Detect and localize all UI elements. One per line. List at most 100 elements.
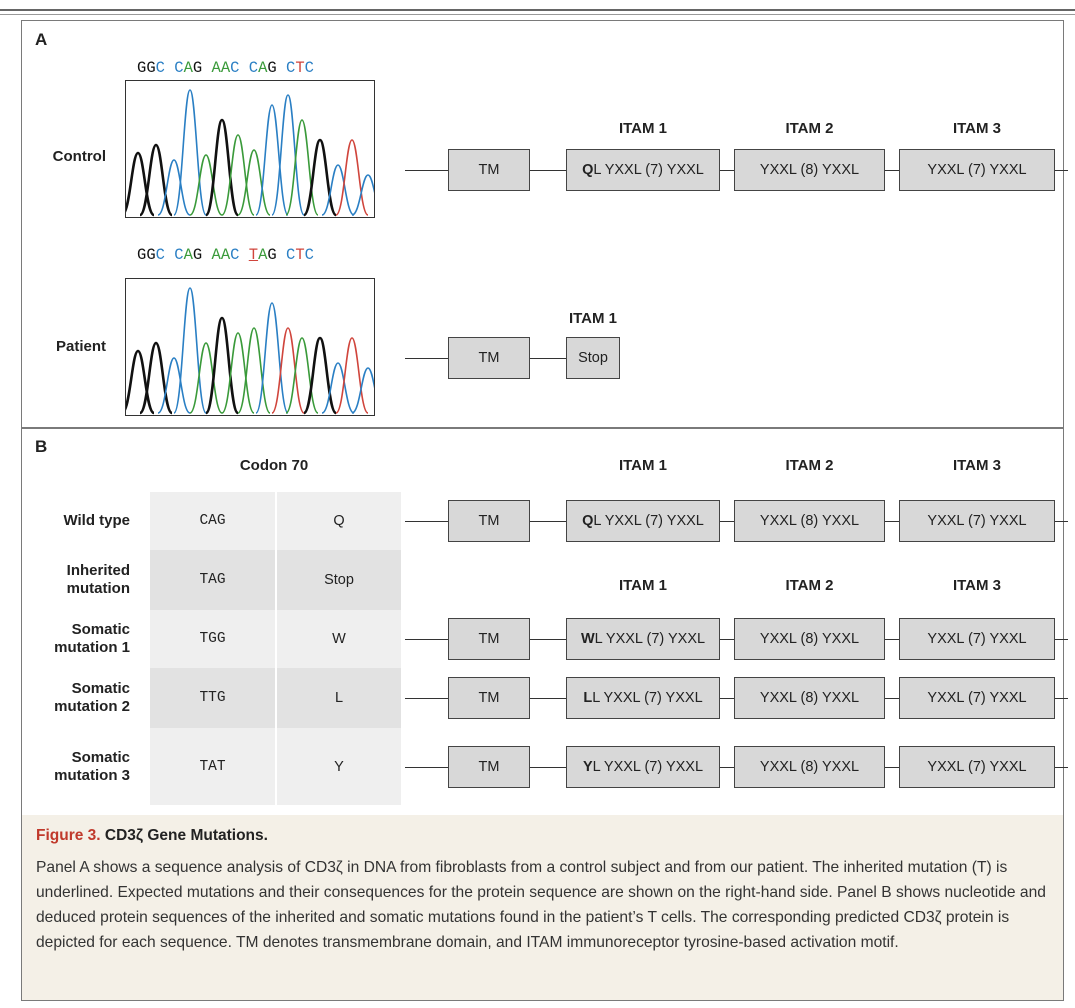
nucleotide: G [137, 246, 146, 264]
mutated-residue: Q [582, 162, 593, 178]
amino-acid: L [277, 668, 401, 728]
trace-peak [174, 90, 206, 215]
motif-text: YXXL (8) YXXL [760, 631, 859, 647]
nucleotide: G [193, 59, 202, 77]
nucleotide: G [267, 59, 276, 77]
nucleotide: C [286, 59, 295, 77]
connector [530, 170, 566, 171]
itam-heading: ITAM 1 [619, 577, 667, 594]
connector [720, 170, 734, 171]
nucleotide: T [295, 246, 304, 264]
connector [1055, 521, 1068, 522]
connector [885, 639, 899, 640]
tm-domain: TM [448, 618, 530, 660]
mutated-residue: L [583, 690, 592, 706]
itam-domain: YXXL (7) YXXL [899, 746, 1055, 788]
connector [530, 521, 566, 522]
codon: CAG [150, 492, 275, 550]
nucleotide: C [174, 59, 183, 77]
connector [1055, 170, 1068, 171]
trace-peak [304, 140, 336, 215]
connector [530, 767, 566, 768]
row-label: Wild type [30, 512, 130, 530]
row-label: Control [20, 148, 106, 166]
connector [720, 639, 734, 640]
panel-label: B [35, 437, 47, 457]
nucleotide: C [230, 246, 239, 264]
motif-text: YXXL (8) YXXL [760, 513, 859, 529]
connector [885, 170, 899, 171]
codon: CAG [174, 59, 202, 77]
itam-domain: QL YXXL (7) YXXL [566, 149, 720, 191]
top-rule [0, 9, 1075, 11]
trace-peak [174, 288, 206, 413]
sequence: GGC CAG AAC CAG CTC [137, 59, 314, 77]
connector [1055, 639, 1068, 640]
motif-text: YXXL (7) YXXL [927, 759, 1026, 775]
motif-text: YXXL (8) YXXL [760, 759, 859, 775]
nucleotide: C [305, 59, 314, 77]
mutated-residue: Y [583, 759, 593, 775]
trace-peak [238, 328, 270, 413]
itam-domain: YXXL (8) YXXL [734, 149, 885, 191]
itam-heading: ITAM 2 [785, 120, 833, 137]
codon: CTC [286, 59, 314, 77]
sequence: GGC CAG AAC TAG CTC [137, 246, 314, 264]
motif-text: L YXXL (7) YXXL [593, 162, 703, 178]
nucleotide: A [221, 59, 230, 77]
top-rule [0, 14, 1075, 15]
nucleotide: C [249, 59, 258, 77]
trace-peak [352, 175, 375, 215]
tm-domain: TM [448, 746, 530, 788]
itam-domain: YXXL (8) YXXL [734, 500, 885, 542]
codon: TAG [150, 550, 275, 610]
connector [405, 767, 448, 768]
tm-domain: TM [448, 500, 530, 542]
connector [885, 767, 899, 768]
nucleotide: C [230, 59, 239, 77]
nucleotide: T [295, 59, 304, 77]
codon: CTC [286, 246, 314, 264]
itam-heading: ITAM 2 [785, 457, 833, 474]
caption-text: Panel A shows a sequence analysis of CD3… [36, 855, 1056, 955]
figure-title: CD3ζ Gene Mutations. [105, 827, 268, 844]
itam-domain: YXXL (7) YXXL [899, 677, 1055, 719]
codon: TGG [150, 610, 275, 668]
connector [530, 639, 566, 640]
itam-domain: Stop [566, 337, 620, 379]
connector [405, 521, 448, 522]
motif-text: YXXL (8) YXXL [760, 162, 859, 178]
nucleotide: A [258, 246, 267, 264]
trace-peak [336, 140, 368, 215]
codon: TTG [150, 668, 275, 728]
amino-acid: Stop [277, 550, 401, 610]
nucleotide: C [156, 59, 165, 77]
mutated-residue: Q [582, 513, 593, 529]
caption-heading: Figure 3. CD3ζ Gene Mutations. [36, 827, 268, 845]
motif-text: YXXL (7) YXXL [927, 513, 1026, 529]
itam-heading: ITAM 2 [785, 577, 833, 594]
chromatogram [125, 80, 375, 218]
row-label: Somatic mutation 2 [30, 680, 130, 716]
tm-domain: TM [448, 677, 530, 719]
nucleotide: G [267, 246, 276, 264]
motif-text: L YXXL (7) YXXL [595, 631, 705, 647]
nucleotide: A [184, 59, 193, 77]
connector [405, 698, 448, 699]
itam-heading: ITAM 3 [953, 457, 1001, 474]
connector [720, 698, 734, 699]
trace-peak [190, 155, 222, 215]
trace-peak [272, 95, 304, 215]
mutated-residue: W [581, 631, 595, 647]
trace-peak [272, 328, 304, 413]
row-label: Patient [20, 338, 106, 356]
itam-domain: YXXL (8) YXXL [734, 677, 885, 719]
motif-text: YXXL (7) YXXL [927, 631, 1026, 647]
row-label: Inherited mutation [30, 562, 130, 598]
motif-text: Stop [578, 350, 608, 366]
nucleotide: A [212, 59, 221, 77]
connector [720, 521, 734, 522]
nucleotide: A [258, 59, 267, 77]
connector [720, 767, 734, 768]
motif-text: L YXXL (7) YXXL [592, 690, 702, 706]
